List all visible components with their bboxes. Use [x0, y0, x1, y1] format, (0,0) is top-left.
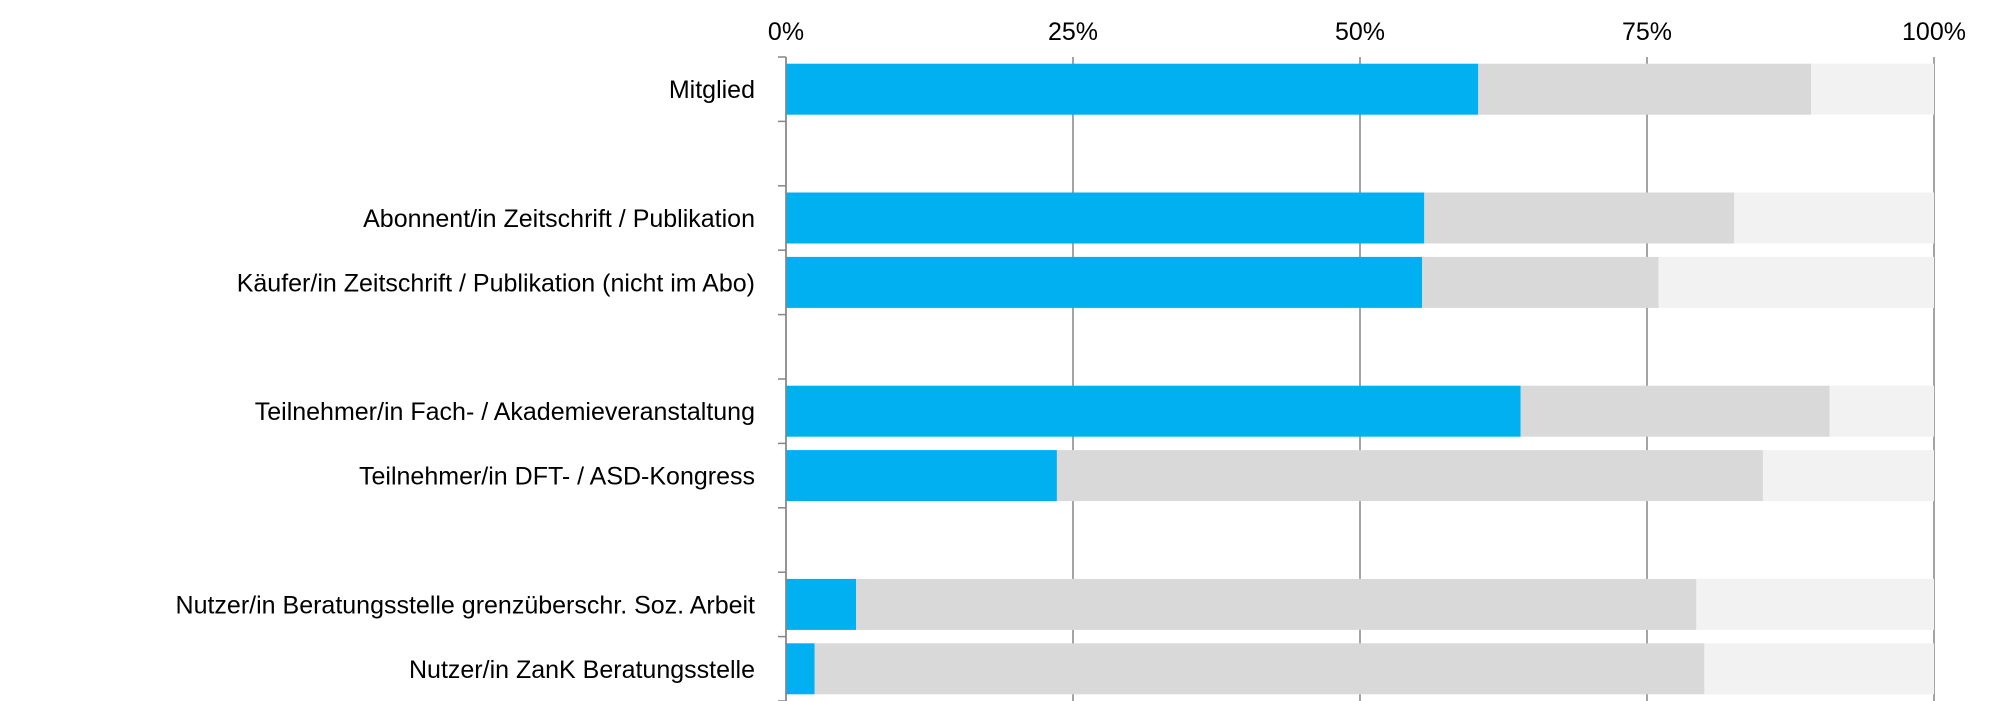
bar-segment-3 — [1734, 192, 1934, 244]
category-label: Käufer/in Zeitschrift / Publikation (nic… — [237, 269, 755, 297]
bar-segment-1 — [786, 450, 1057, 502]
x-tick-label: 0% — [768, 18, 804, 46]
bar-segment-3 — [1762, 450, 1934, 502]
x-tick-label: 100% — [1902, 18, 1966, 46]
bar-segment-3 — [1696, 578, 1934, 630]
bar-segment-1 — [786, 578, 857, 630]
bar-segment-1 — [786, 643, 815, 695]
bar-segment-3 — [1829, 385, 1934, 437]
category-label: Abonnent/in Zeitschrift / Publikation — [363, 205, 755, 233]
bar-segment-2 — [814, 643, 1705, 695]
bar-segment-1 — [786, 192, 1425, 244]
category-label: Mitglied — [669, 76, 755, 104]
bar-segment-1 — [786, 256, 1422, 308]
bar-segment-3 — [1811, 63, 1934, 115]
bar-group — [786, 63, 1934, 695]
category-label: Teilnehmer/in Fach- / Akademieveranstalt… — [255, 398, 755, 426]
bar-segment-2 — [856, 578, 1697, 630]
category-label: Nutzer/in Beratungsstelle grenzüberschr.… — [176, 591, 756, 619]
bar-segment-2 — [1478, 63, 1812, 115]
bar-segment-2 — [1056, 450, 1763, 502]
bar-segment-1 — [786, 63, 1479, 115]
x-tick-label: 25% — [1048, 18, 1098, 46]
x-tick-label: 75% — [1622, 18, 1672, 46]
x-tick-labels: 0% 25% 50% 75% 100% — [768, 18, 1966, 46]
bar-segment-3 — [1658, 256, 1934, 308]
bar-segment-2 — [1520, 385, 1830, 437]
category-labels: Mitglied Abonnent/in Zeitschrift / Publik… — [176, 76, 756, 684]
bar-segment-2 — [1424, 192, 1735, 244]
bar-segment-1 — [786, 385, 1521, 437]
category-label: Nutzer/in ZanK Beratungsstelle — [409, 656, 755, 684]
x-tick-label: 50% — [1335, 18, 1385, 46]
category-label: Teilnehmer/in DFT- / ASD-Kongress — [359, 463, 755, 491]
bar-segment-3 — [1704, 643, 1934, 695]
category-axis — [778, 56, 787, 701]
bar-segment-2 — [1421, 256, 1659, 308]
